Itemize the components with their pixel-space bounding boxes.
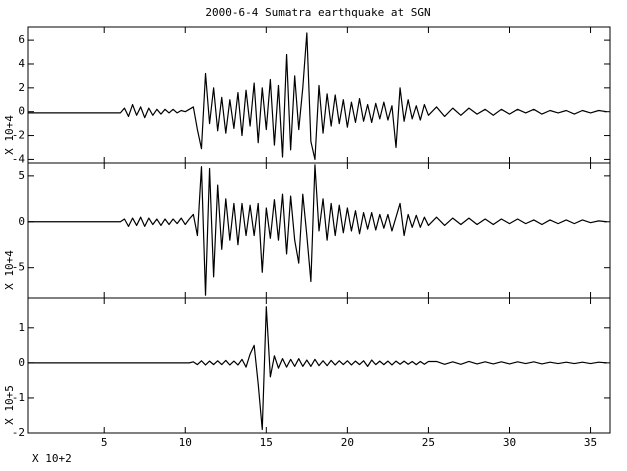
waveform <box>28 306 607 431</box>
x-tick-label: 5 <box>101 436 108 449</box>
x-tick-label: 10 <box>179 436 192 449</box>
y-axis-label: X 10+5 <box>3 385 16 425</box>
chart-title: 2000-6-4 Sumatra earthquake at SGN <box>205 6 430 19</box>
panel-frame <box>27 297 611 434</box>
y-axis-label: X 10+4 <box>3 115 16 155</box>
y-tick-label: 0 <box>18 356 25 369</box>
y-tick-label: 0 <box>18 105 25 118</box>
y-tick-label: -5 <box>12 261 25 274</box>
waveform <box>28 164 607 296</box>
y-tick-label: -1 <box>12 391 25 404</box>
y-tick-label: 5 <box>18 169 25 182</box>
y-tick-label: 1 <box>18 321 25 334</box>
y-tick-label: -2 <box>12 426 25 439</box>
y-tick-label: -4 <box>12 152 26 165</box>
x-tick-label: 30 <box>503 436 516 449</box>
x-tick-label: 25 <box>422 436 435 449</box>
y-axis-label: X 10+4 <box>3 250 16 290</box>
x-tick-label: 35 <box>584 436 597 449</box>
x-tick-label: 20 <box>341 436 354 449</box>
y-tick-label: 2 <box>18 81 25 94</box>
y-tick-label: 6 <box>18 33 25 46</box>
waveform <box>28 32 607 161</box>
x-tick-label: 15 <box>260 436 273 449</box>
y-tick-label: 0 <box>18 215 25 228</box>
y-tick-label: -2 <box>12 129 25 142</box>
y-tick-label: 4 <box>18 57 25 70</box>
x-axis-label: X 10+2 <box>32 452 72 465</box>
